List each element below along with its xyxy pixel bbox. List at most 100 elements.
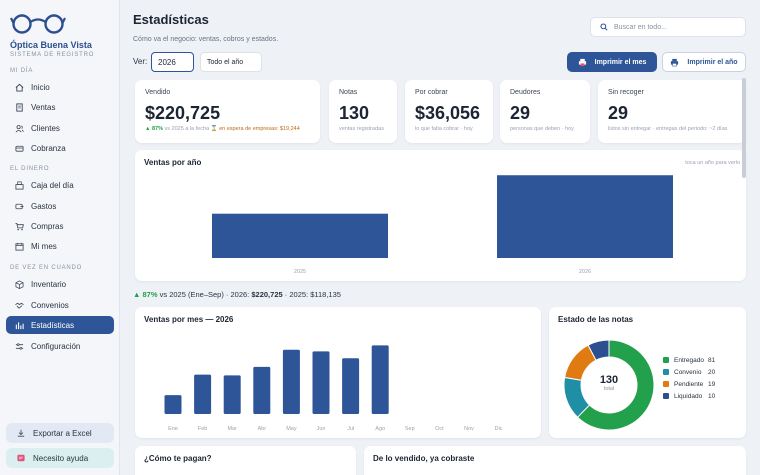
box-icon — [15, 279, 24, 289]
kpi-sub: personas que deben · hoy — [510, 126, 574, 132]
notes-status-title: Estado de las notas — [558, 315, 634, 324]
sidebar-item-configuracion[interactable]: Configuración — [6, 337, 114, 355]
view-label: Ver: — [133, 57, 148, 66]
yearly-comparison: ▲ 87% vs 2025 (Ene–Sep) · 2026: $220,725… — [133, 290, 341, 299]
cash-register-icon — [15, 181, 24, 190]
month-bar[interactable] — [371, 345, 389, 414]
receipt-icon — [15, 102, 24, 112]
month-tick-label: Feb — [198, 426, 207, 432]
glasses-icon — [10, 11, 66, 40]
legend-label: Liquidado — [674, 392, 703, 400]
export-excel-button[interactable]: Exportar a Excel — [6, 423, 114, 443]
yearly-sales-chart: 2025 2026 — [212, 175, 673, 275]
month-tick-label: Oct — [435, 426, 444, 432]
kpi-delta-text: vs 2025 a la fecha — [164, 126, 210, 132]
scrollbar[interactable] — [742, 78, 746, 178]
sidebar-item-label: Compras — [31, 221, 64, 231]
month-tick-label: Dic — [495, 426, 503, 432]
search-icon — [600, 23, 608, 31]
sidebar-item-label: Cobranza — [31, 143, 66, 153]
donut-slice[interactable] — [587, 339, 610, 361]
sidebar-item-clientes[interactable]: Clientes — [6, 119, 114, 137]
month-tick-label: Nov — [464, 426, 474, 432]
comparison-text: vs 2025 (Ene–Sep) · 2026: — [159, 290, 250, 299]
sidebar-item-convenios[interactable]: Convenios — [6, 296, 114, 314]
sidebar-item-cobranza[interactable]: Cobranza — [6, 139, 114, 157]
legend-item: Liquidado 10 — [663, 390, 715, 402]
print-month-button[interactable]: Imprimir el mes — [567, 52, 657, 72]
legend-value: 19 — [708, 380, 716, 388]
month-bar[interactable] — [342, 358, 360, 414]
sidebar-item-ventas[interactable]: Ventas — [6, 98, 114, 116]
sidebar-item-mi-mes[interactable]: Mi mes — [6, 237, 114, 255]
help-button[interactable]: Necesito ayuda — [6, 448, 114, 468]
legend-value: 10 — [708, 392, 716, 400]
kpi-sub: ▲ 87% vs 2025 a la fecha ⌛ en espera de … — [145, 126, 300, 132]
printer-icon — [670, 58, 679, 67]
kpi-value: 29 — [608, 103, 629, 123]
year-tick-label: 2025 — [294, 269, 306, 275]
month-bar[interactable] — [253, 366, 271, 414]
kpi-label: Deudores — [510, 89, 541, 96]
monthly-sales-chart: Ene Feb Mar Abr May Jun Jul Ago Sep Oct Nov Dic — [164, 345, 503, 432]
yearly-sales-card: Ventas por año toca un año para verlo 20… — [135, 150, 746, 281]
users-icon — [15, 124, 24, 133]
comparison-text-2025: · 2025: $118,135 — [284, 290, 341, 299]
sidebar-item-estadisticas[interactable]: Estadísticas — [6, 316, 114, 334]
sidebar-item-caja[interactable]: Caja del día — [6, 176, 114, 194]
sidebar-item-label: Gastos — [31, 201, 57, 211]
sidebar-item-label: Convenios — [31, 300, 69, 310]
kpi-sub: listos sin entregar · entregas del perio… — [608, 126, 728, 132]
legend-value: 20 — [708, 368, 716, 376]
month-bar[interactable] — [223, 375, 241, 414]
kpi-value: 29 — [510, 103, 531, 123]
payment-methods-card: ¿Cómo te pagan? — [135, 446, 356, 475]
brand-name: Óptica Buena Vista — [10, 40, 92, 50]
wallet-icon — [15, 144, 24, 153]
expense-icon — [15, 202, 24, 211]
calendar-icon — [15, 242, 24, 251]
sliders-icon — [15, 342, 24, 351]
sidebar-item-label: Configuración — [31, 341, 81, 351]
year-input[interactable]: 2026 — [151, 52, 194, 72]
month-tick-label: May — [286, 426, 297, 432]
sidebar-item-inventario[interactable]: Inventario — [6, 275, 114, 293]
comparison-delta: ▲ 87% — [133, 290, 158, 299]
sidebar-item-label: Inventario — [31, 279, 67, 289]
yearly-sales-title: Ventas por año — [144, 158, 202, 167]
kpi-card-deudores: Deudores 29 personas que deben · hoy — [500, 80, 590, 143]
legend-item: Entregado 81 — [663, 354, 715, 366]
period-select[interactable]: Todo el año — [200, 52, 262, 72]
year-bar[interactable] — [212, 213, 388, 258]
year-bar[interactable] — [497, 175, 673, 258]
sidebar-item-label: Ventas — [31, 102, 56, 112]
notes-status-legend: Entregado 81 Convenio 20 Pendiente 19 Liquidad… — [663, 354, 715, 402]
print-year-button[interactable]: Imprimir el año — [662, 52, 746, 72]
kpi-card-sin-recoger: Sin recoger 29 listos sin entregar · ent… — [598, 80, 746, 143]
download-icon — [17, 429, 25, 437]
sidebar-item-compras[interactable]: Compras — [6, 217, 114, 235]
legend-label: Pendiente — [674, 380, 704, 388]
month-bar[interactable] — [164, 395, 182, 414]
legend-swatch — [663, 393, 669, 399]
kpi-label: Sin recoger — [608, 89, 644, 96]
search-input[interactable]: Buscar en todo... — [590, 17, 746, 37]
month-bar[interactable] — [194, 374, 212, 414]
sidebar-item-inicio[interactable]: Inicio — [6, 78, 114, 96]
kpi-card-por-cobrar: Por cobrar $36,056 lo que falta cobrar ·… — [405, 80, 493, 143]
handshake-icon — [15, 301, 24, 310]
search-placeholder: Buscar en todo... — [614, 23, 667, 31]
month-bar[interactable] — [282, 349, 300, 414]
month-bar[interactable] — [312, 351, 330, 414]
month-tick-label: Sep — [405, 426, 415, 432]
month-tick-label: Ene — [168, 426, 178, 432]
kpi-card-vendido: Vendido $220,725 ▲ 87% vs 2025 a la fech… — [135, 80, 320, 143]
kpi-delta: ▲ 87% — [145, 126, 163, 132]
legend-label: Convenio — [674, 368, 702, 376]
donut-slice[interactable] — [576, 339, 655, 431]
printer-icon — [578, 58, 587, 67]
print-year-label: Imprimir el año — [687, 58, 738, 66]
collected-card: De lo vendido, ya cobraste — [364, 446, 746, 475]
export-excel-label: Exportar a Excel — [33, 428, 92, 438]
sidebar-item-gastos[interactable]: Gastos — [6, 197, 114, 215]
